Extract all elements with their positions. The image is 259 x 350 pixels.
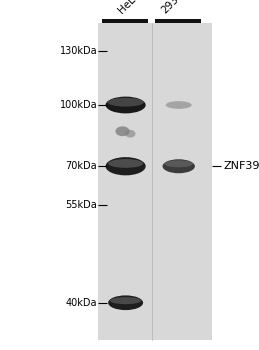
Ellipse shape <box>106 157 146 175</box>
Ellipse shape <box>110 297 141 304</box>
Ellipse shape <box>164 160 193 167</box>
Bar <box>155 19 201 23</box>
Bar <box>102 19 148 23</box>
Ellipse shape <box>108 295 143 310</box>
Text: 70kDa: 70kDa <box>66 161 97 171</box>
Bar <box>98 23 212 340</box>
Ellipse shape <box>107 98 144 107</box>
Ellipse shape <box>115 126 130 136</box>
Ellipse shape <box>163 159 195 173</box>
Ellipse shape <box>106 97 146 113</box>
Text: 40kDa: 40kDa <box>66 298 97 308</box>
Text: 130kDa: 130kDa <box>60 46 97 56</box>
Text: 55kDa: 55kDa <box>65 200 97 210</box>
Text: HeLa: HeLa <box>116 0 142 16</box>
Ellipse shape <box>166 101 192 109</box>
Ellipse shape <box>125 130 135 138</box>
Text: 293T: 293T <box>160 0 185 16</box>
Ellipse shape <box>108 159 143 168</box>
Text: 100kDa: 100kDa <box>60 100 97 110</box>
Text: ZNF398: ZNF398 <box>223 161 259 171</box>
